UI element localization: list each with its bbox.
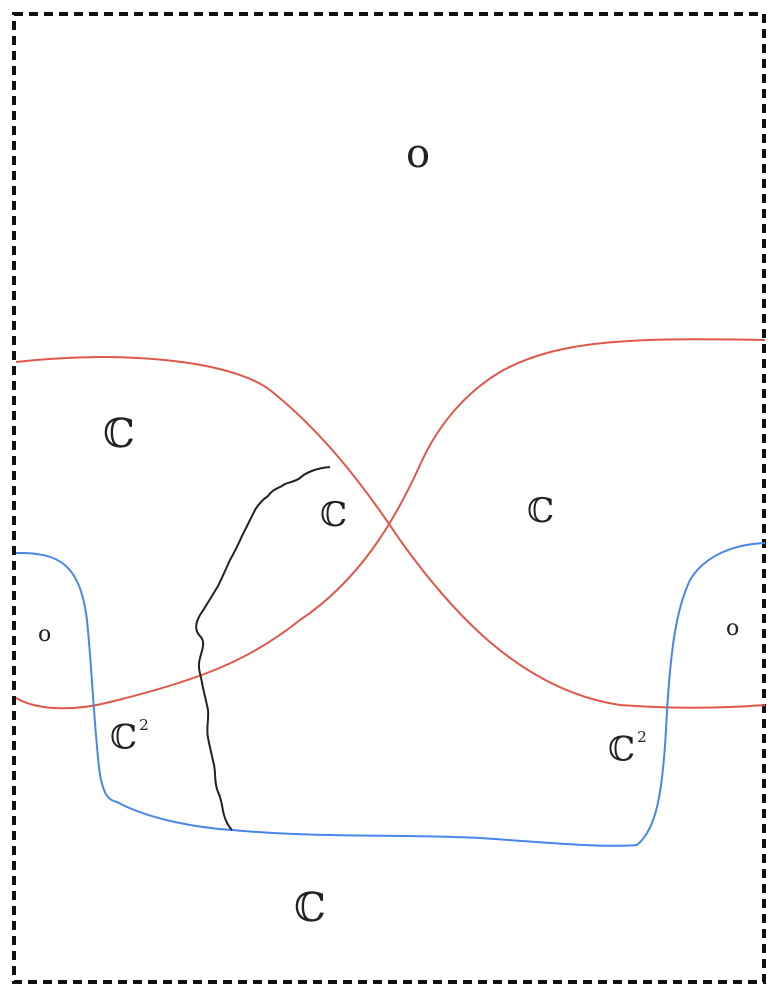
- label-right-lower-exponent: 2: [637, 728, 647, 746]
- label-left-lower-base: ℂ: [110, 717, 138, 758]
- dashed-frame: [12, 12, 766, 984]
- blue-curve: [15, 542, 766, 847]
- label-region-top: o: [406, 131, 431, 177]
- label-left-lower-exponent: 2: [139, 716, 149, 734]
- black-wavy-curve: [195, 466, 331, 831]
- red-curve-descending: [15, 356, 766, 709]
- red-curve-ascending: [15, 338, 766, 710]
- label-region-bottom: ℂ: [294, 885, 326, 931]
- label-region-right-upper: ℂ: [527, 491, 555, 531]
- label-region-left-lobe: o: [38, 622, 52, 647]
- label-region-right-lobe: o: [726, 616, 740, 641]
- label-region-left-upper: ℂ: [103, 411, 135, 457]
- label-right-lower-base: ℂ: [608, 729, 636, 770]
- label-region-center: ℂ: [320, 495, 348, 535]
